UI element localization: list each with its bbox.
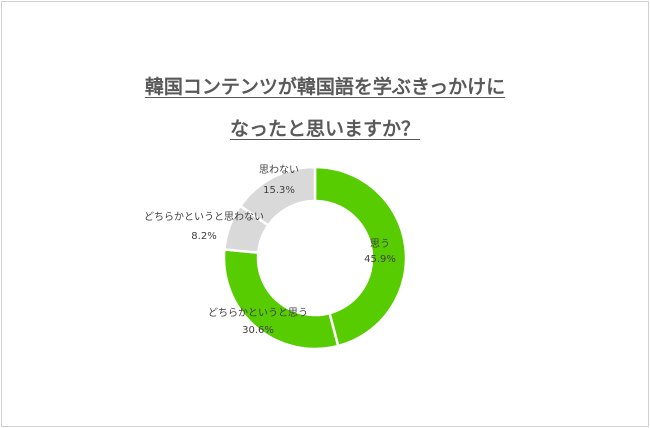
chart-title-line-1: 韓国コンテンツが韓国語を学ぶきっかけに	[144, 76, 506, 98]
slice-category-label: 思う	[370, 238, 390, 250]
slice-category-label: 思わない	[259, 164, 299, 176]
slice-category-label: どちらかというと思う	[208, 307, 308, 319]
slice-value-label: 30.6%	[242, 325, 274, 336]
slice-value-label: 8.2%	[191, 231, 216, 242]
slice-value-label: 15.3%	[263, 185, 295, 196]
slice-category-label: どちらかというと思わない	[144, 211, 264, 223]
donut-slice	[313, 165, 408, 348]
donut-slice	[238, 165, 317, 228]
donut-slice	[222, 248, 340, 351]
slice-value-label: 45.9%	[364, 254, 396, 265]
chart-title-line-2: なったと思いますか？	[229, 118, 420, 140]
